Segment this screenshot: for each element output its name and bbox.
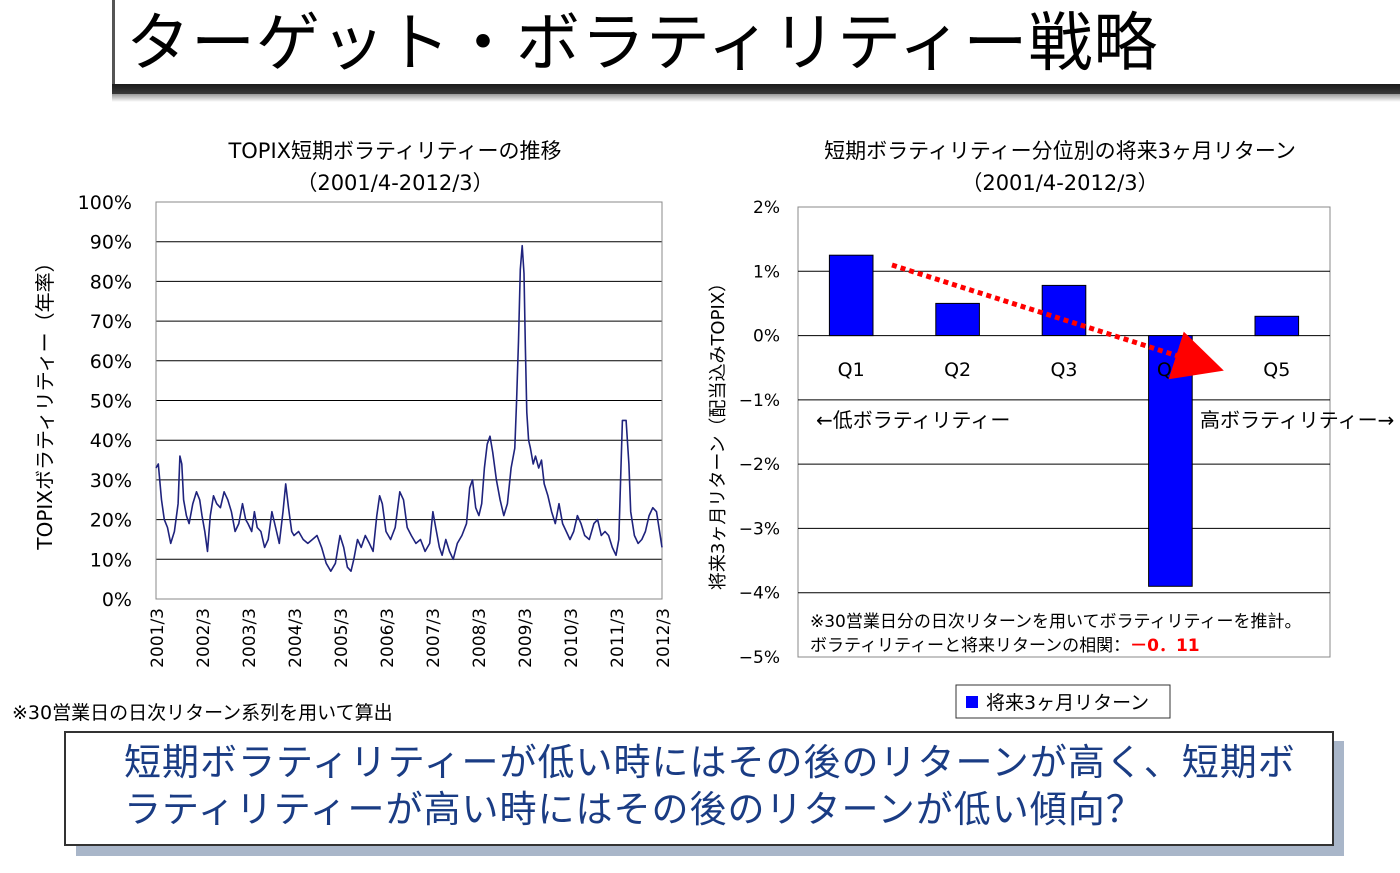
left-footnote: ※30営業日の日次リターン系列を用いて算出 bbox=[12, 702, 393, 724]
high-volatility-label: 高ボラティリティー→ bbox=[1200, 408, 1394, 432]
quintile-return-bar-chart: 2% 1% 0% −1% −2% −3% −4% −5% Q1 Q2 Q3 Q4 Q5 将来3ヶ月リタ… bbox=[708, 198, 1394, 719]
title-accent-line bbox=[112, 0, 115, 92]
left-y-tick: 50% bbox=[90, 391, 132, 413]
bar-q3 bbox=[1041, 284, 1087, 336]
right-chart-title: 短期ボラティリティー分位別の将来3ヶ月リターン bbox=[824, 139, 1296, 163]
left-x-tick: 2005/3 bbox=[332, 608, 352, 668]
left-y-tick: 100% bbox=[78, 192, 132, 214]
left-y-tick: 40% bbox=[90, 430, 132, 452]
right-y-tick: −4% bbox=[739, 584, 780, 604]
left-y-tick-labels: 0% 10% 20% 30% 40% 50% 60% 70% 80% 90% 100% bbox=[78, 192, 132, 611]
category-label: Q3 bbox=[1050, 359, 1077, 381]
left-y-tick: 90% bbox=[90, 232, 132, 254]
right-note-line1: ※30営業日分の日次リターンを用いてボラティリティーを推計。 bbox=[810, 612, 1301, 632]
left-y-tick: 70% bbox=[90, 311, 132, 333]
left-y-tick: 60% bbox=[90, 351, 132, 373]
right-grid bbox=[798, 270, 1330, 594]
right-y-tick: −3% bbox=[739, 519, 780, 539]
legend-swatch bbox=[966, 696, 978, 708]
category-label: Q2 bbox=[944, 359, 971, 381]
category-label: Q4 bbox=[1157, 359, 1184, 381]
page-title: ターゲット・ボラティリティー戦略 bbox=[126, 7, 1159, 81]
left-y-axis-label: TOPIXボラティリティー（年率） bbox=[33, 252, 57, 550]
left-x-tick: 2001/3 bbox=[148, 608, 168, 668]
left-x-tick: 2008/3 bbox=[470, 608, 490, 668]
right-y-tick: −2% bbox=[739, 455, 780, 475]
left-y-tick: 0% bbox=[102, 589, 132, 611]
left-plot-area bbox=[155, 201, 663, 600]
right-y-tick: 0% bbox=[753, 327, 780, 347]
right-y-tick-labels: 2% 1% 0% −1% −2% −3% −4% −5% bbox=[739, 198, 780, 668]
bar-q5 bbox=[1254, 315, 1300, 337]
left-x-tick: 2011/3 bbox=[608, 608, 628, 668]
left-x-tick: 2009/3 bbox=[516, 608, 536, 668]
left-y-tick: 30% bbox=[90, 470, 132, 492]
low-volatility-label: ←低ボラティリティー bbox=[816, 408, 1010, 432]
category-label: Q1 bbox=[838, 359, 865, 381]
left-chart-title: TOPIX短期ボラティリティーの推移 bbox=[228, 139, 562, 163]
right-category-labels: Q1 Q2 Q3 Q4 Q5 bbox=[838, 359, 1291, 381]
right-y-tick: −5% bbox=[739, 648, 780, 668]
left-x-tick: 2004/3 bbox=[286, 608, 306, 668]
bar-q1 bbox=[828, 254, 874, 337]
left-x-tick: 2007/3 bbox=[424, 608, 444, 668]
right-chart-subtitle: （2001/4-2012/3） bbox=[961, 171, 1159, 195]
right-y-tick: −1% bbox=[739, 391, 780, 411]
category-label: Q5 bbox=[1263, 359, 1290, 381]
left-x-tick: 2010/3 bbox=[562, 608, 582, 668]
left-y-tick: 20% bbox=[90, 510, 132, 532]
left-x-tick-labels: 2001/3 2002/3 2003/3 2004/3 2005/3 2006/3 2007… bbox=[148, 608, 674, 668]
volatility-line-chart: 0% 10% 20% 30% 40% 50% 60% 70% 80% 90% 100% 2001/3… bbox=[33, 192, 674, 668]
conclusion-text: 短期ボラティリティーが低い時にはその後のリターンが高く、短期ボラティリティーが高… bbox=[124, 741, 1296, 831]
title-banner: ターゲット・ボラティリティー戦略 bbox=[112, 0, 1400, 102]
left-x-tick: 2002/3 bbox=[194, 608, 214, 668]
title-underline-shadow bbox=[112, 94, 1400, 102]
left-x-tick: 2006/3 bbox=[378, 608, 398, 668]
left-y-tick: 80% bbox=[90, 271, 132, 293]
right-y-tick: 1% bbox=[753, 262, 780, 282]
right-y-axis-label: 将来3ヶ月リターン（配当込みTOPIX） bbox=[708, 274, 729, 590]
left-grid bbox=[156, 241, 662, 560]
left-chart-subtitle: （2001/4-2012/3） bbox=[296, 171, 494, 195]
conclusion-box: 短期ボラティリティーが低い時にはその後のリターンが高く、短期ボラティリティーが高… bbox=[64, 731, 1334, 846]
corr-value: －0．11 bbox=[1130, 636, 1200, 656]
right-plot-area bbox=[797, 206, 1331, 658]
right-y-tick: 2% bbox=[753, 198, 780, 218]
legend-box bbox=[955, 684, 1171, 719]
volatility-series-line bbox=[155, 244, 663, 572]
left-x-tick: 2003/3 bbox=[240, 608, 260, 668]
left-x-tick: 2012/3 bbox=[654, 608, 674, 668]
right-note-line2: ボラティリティーと将来リターンの相関：－0．11 bbox=[810, 636, 1200, 656]
legend-label: 将来3ヶ月リターン bbox=[986, 692, 1149, 714]
corr-label: ボラティリティーと将来リターンの相関： bbox=[810, 636, 1130, 656]
bar-q2 bbox=[935, 302, 980, 336]
left-y-tick: 10% bbox=[90, 549, 132, 571]
title-underline-bar bbox=[112, 84, 1400, 94]
